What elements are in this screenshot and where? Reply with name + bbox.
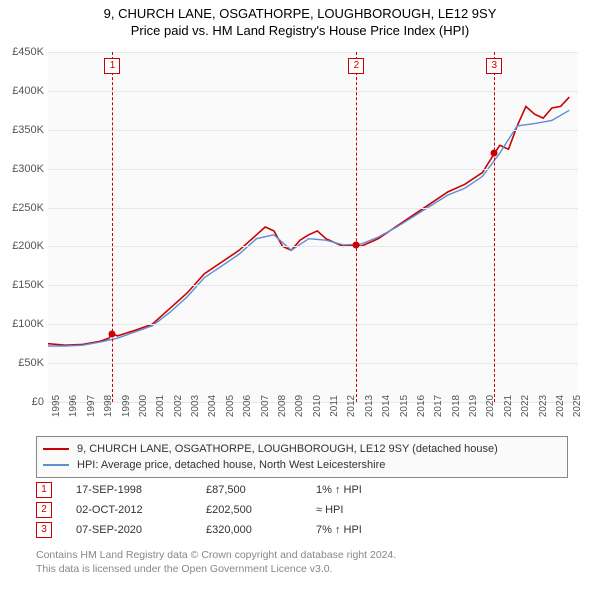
gridline (48, 285, 578, 286)
y-tick-label: £200K (0, 240, 44, 252)
gridline (48, 363, 578, 364)
sale-point-dot (109, 330, 116, 337)
sales-hpi: 7% ↑ HPI (316, 524, 416, 536)
sales-num-box: 2 (36, 502, 52, 518)
gridline (48, 169, 578, 170)
legend-row: 9, CHURCH LANE, OSGATHORPE, LOUGHBOROUGH… (43, 441, 561, 457)
sales-price: £87,500 (206, 484, 316, 496)
sales-row: 1 17-SEP-1998£87,5001% ↑ HPI (36, 480, 416, 500)
y-tick-label: £450K (0, 46, 44, 58)
y-tick-label: £250K (0, 202, 44, 214)
legend-swatch (43, 448, 69, 450)
sales-date: 07-SEP-2020 (76, 524, 206, 536)
sale-point-dot (353, 241, 360, 248)
gridline (48, 208, 578, 209)
legend-swatch (43, 464, 69, 466)
sale-marker-box: 1 (104, 58, 120, 74)
footer-line-2: This data is licensed under the Open Gov… (36, 562, 396, 576)
sales-hpi: ≈ HPI (316, 504, 416, 516)
legend-row: HPI: Average price, detached house, Nort… (43, 457, 561, 473)
sales-date: 02-OCT-2012 (76, 504, 206, 516)
sales-date: 17-SEP-1998 (76, 484, 206, 496)
footer-line-1: Contains HM Land Registry data © Crown c… (36, 548, 396, 562)
x-tick-label: 2025 (572, 395, 592, 417)
sale-vline (356, 52, 357, 402)
sales-price: £320,000 (206, 524, 316, 536)
sale-point-dot (491, 150, 498, 157)
chart-title: 9, CHURCH LANE, OSGATHORPE, LOUGHBOROUGH… (0, 6, 600, 21)
sale-vline (494, 52, 495, 402)
gridline (48, 130, 578, 131)
gridline (48, 91, 578, 92)
gridline (48, 52, 578, 53)
title-block: 9, CHURCH LANE, OSGATHORPE, LOUGHBOROUGH… (0, 0, 600, 38)
sales-num-box: 1 (36, 482, 52, 498)
sales-row: 2 02-OCT-2012£202,500≈ HPI (36, 500, 416, 520)
gridline (48, 246, 578, 247)
legend: 9, CHURCH LANE, OSGATHORPE, LOUGHBOROUGH… (36, 436, 568, 478)
legend-label: 9, CHURCH LANE, OSGATHORPE, LOUGHBOROUGH… (77, 443, 498, 455)
y-tick-label: £100K (0, 318, 44, 330)
sales-table: 1 17-SEP-1998£87,5001% ↑ HPI 2 02-OCT-2012£… (36, 480, 416, 540)
legend-label: HPI: Average price, detached house, Nort… (77, 459, 385, 471)
y-tick-label: £350K (0, 124, 44, 136)
sales-row: 3 07-SEP-2020£320,0007% ↑ HPI (36, 520, 416, 540)
sales-price: £202,500 (206, 504, 316, 516)
footer: Contains HM Land Registry data © Crown c… (36, 548, 396, 576)
chart-svg (48, 52, 578, 402)
y-tick-label: £50K (0, 357, 44, 369)
chart-area: £0£50K£100K£150K£200K£250K£300K£350K£400… (48, 52, 578, 422)
y-tick-label: £400K (0, 85, 44, 97)
series-line-hpi (48, 110, 569, 346)
series-line-property (48, 97, 569, 345)
sales-hpi: 1% ↑ HPI (316, 484, 416, 496)
y-tick-label: £300K (0, 163, 44, 175)
sales-num-box: 3 (36, 522, 52, 538)
sale-marker-box: 3 (486, 58, 502, 74)
page-container: 9, CHURCH LANE, OSGATHORPE, LOUGHBOROUGH… (0, 0, 600, 590)
chart-subtitle: Price paid vs. HM Land Registry's House … (0, 23, 600, 38)
sale-vline (112, 52, 113, 402)
sale-marker-box: 2 (348, 58, 364, 74)
y-tick-label: £150K (0, 279, 44, 291)
gridline (48, 324, 578, 325)
y-tick-label: £0 (0, 396, 44, 408)
